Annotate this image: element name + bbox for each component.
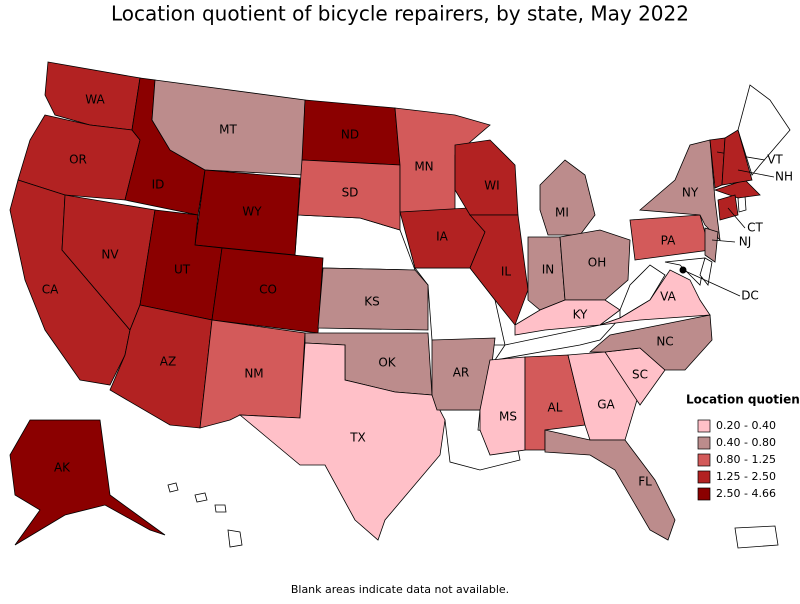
legend-label: 2.50 - 4.66: [716, 487, 776, 500]
state-label: MT: [219, 123, 237, 137]
blank-states: [167, 84, 791, 549]
legend-label: 0.80 - 1.25: [716, 453, 776, 466]
state-shape: [238, 342, 446, 541]
state-shape: [699, 257, 713, 286]
state-shape: [664, 257, 706, 286]
leader-line: [711, 239, 736, 243]
state-label: WI: [484, 179, 499, 193]
state-shape: [599, 269, 711, 326]
state-shape: [317, 267, 429, 331]
state-label: KY: [573, 308, 588, 322]
state-label: TX: [349, 431, 366, 445]
state-shape: [227, 529, 243, 548]
state-label: ID: [152, 178, 165, 192]
state-shape: [297, 159, 401, 231]
state-label: NH: [775, 170, 793, 184]
legend-title: Location quotient: [686, 393, 800, 407]
legend-label: 0.20 - 0.40: [716, 419, 776, 432]
state-label: NY: [682, 186, 699, 200]
state-label: OK: [378, 356, 396, 370]
state-shape: [704, 227, 719, 263]
state-label: UT: [174, 263, 191, 277]
legend-swatch: [697, 453, 711, 467]
state-label: NM: [244, 367, 263, 381]
leader-line: [727, 207, 746, 229]
state-label: KS: [364, 295, 380, 309]
state-label: GA: [597, 398, 615, 412]
state-shape: [588, 314, 713, 371]
state-label: VT: [767, 153, 783, 167]
leader-line: [737, 169, 775, 178]
state-label: VA: [660, 290, 676, 304]
state-label: AZ: [160, 355, 176, 369]
state-label: PA: [661, 234, 676, 248]
state-label: CT: [747, 221, 763, 235]
state-shape: [737, 84, 791, 176]
legend-label: 0.40 - 0.80: [716, 436, 776, 449]
state-label: MS: [499, 410, 517, 424]
state-label: NJ: [739, 235, 752, 249]
state-label: IL: [501, 265, 512, 279]
state-shape: [539, 159, 596, 236]
map-title: Location quotient of bicycle repairers, …: [111, 2, 689, 26]
footnote: Blank areas indicate data not available.: [291, 583, 509, 596]
state-label: DC: [741, 289, 759, 303]
state-label: WY: [242, 205, 262, 219]
state-shape: [713, 179, 761, 199]
state-shape: [454, 139, 519, 216]
state-shape: [9, 419, 166, 546]
state-label: MN: [414, 160, 433, 174]
state-label: SD: [342, 186, 359, 200]
state-label: IN: [542, 263, 555, 277]
state-label: ND: [341, 128, 359, 142]
state-label: MI: [555, 206, 569, 220]
state-label: OH: [588, 256, 606, 270]
state-shape: [544, 429, 676, 541]
state-shape: [436, 409, 521, 471]
state-label: CO: [259, 283, 277, 297]
state-label: CA: [42, 283, 59, 297]
state-shape: [167, 482, 179, 493]
state-shape: [639, 139, 721, 242]
state-shape: [514, 299, 621, 336]
state-label: AK: [54, 461, 71, 475]
legend-swatch: [697, 470, 711, 484]
state-shape: [734, 525, 779, 549]
legend-swatch: [697, 487, 711, 501]
state-label: OR: [69, 153, 87, 167]
state-label: FL: [638, 475, 652, 489]
state-label: SC: [632, 368, 648, 382]
legend-swatch: [697, 419, 711, 433]
state-label: AL: [548, 401, 563, 415]
state-shape: [214, 504, 227, 513]
state-label: IA: [436, 230, 449, 244]
legend-swatch: [697, 436, 711, 450]
leader-line: [682, 269, 741, 297]
legend-label: 1.25 - 2.50: [716, 470, 776, 483]
state-label: NC: [656, 335, 673, 349]
state-label: NV: [101, 248, 119, 262]
state-label: AR: [453, 366, 470, 380]
state-shape: [469, 214, 529, 326]
state-shape: [737, 195, 747, 213]
state-label: WA: [85, 93, 105, 107]
state-shape: [194, 492, 208, 503]
